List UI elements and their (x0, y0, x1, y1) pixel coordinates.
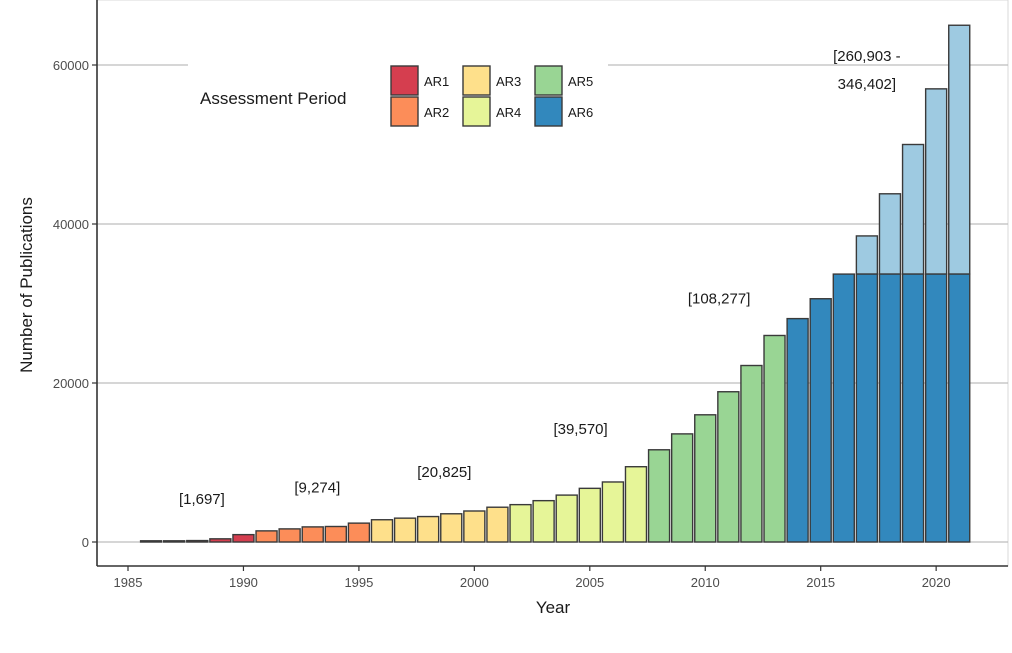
legend-label-ar6: AR6 (568, 105, 593, 120)
bar-2019 (901, 273, 925, 543)
bar-1988 (186, 539, 209, 543)
bar-2013 (763, 334, 786, 543)
annotations-group: [1,697] [9,274] [20,825] [39,570] [108,277] [… (179, 48, 901, 508)
bar-2018 (878, 273, 902, 543)
x-tick-label-1990: 1990 (229, 575, 258, 590)
bar-2009 (670, 433, 694, 543)
axes (96, 0, 1008, 567)
y-tick-label-60000: 60000 (53, 58, 89, 73)
bar-2000 (463, 510, 486, 543)
legend-swatch-ar2 (390, 96, 419, 127)
bar-1987 (162, 540, 186, 543)
bar-2010 (694, 414, 717, 543)
x-axis-title: Year (536, 598, 571, 617)
x-tick-label-2020: 2020 (922, 575, 951, 590)
y-tick-label-0: 0 (82, 535, 89, 550)
legend-swatch-ar1 (390, 65, 419, 96)
annotation-ar5: [108,277] (688, 291, 751, 308)
bar-projection-2019 (901, 143, 925, 275)
bar-2021 (948, 273, 971, 543)
y-ticks: 0 20000 40000 60000 (53, 58, 97, 550)
bar-1986 (139, 540, 163, 543)
annotation-ar4: [39,570] (553, 421, 607, 438)
bar-1999 (440, 513, 463, 543)
bar-2001 (486, 506, 509, 543)
bar-1991 (255, 530, 278, 543)
y-tick-label-40000: 40000 (53, 217, 89, 232)
bar-1997 (393, 517, 417, 543)
bar-1993 (301, 526, 324, 543)
x-tick-label-2000: 2000 (460, 575, 489, 590)
annotation-ar1: [1,697] (179, 491, 225, 508)
legend-label-ar5: AR5 (568, 74, 593, 89)
bar-2002 (509, 503, 532, 543)
x-ticks: 1985 1990 1995 2000 2005 2010 2015 2020 (114, 566, 951, 590)
bar-2006 (601, 481, 625, 543)
annotation-ar6: [260,903 - (833, 48, 901, 65)
legend-swatch-ar3 (462, 65, 491, 96)
annotation-ar3: [20,825] (417, 464, 471, 481)
bar-projection-2017 (855, 235, 879, 275)
x-tick-label-2005: 2005 (575, 575, 604, 590)
bar-2004 (555, 494, 578, 543)
x-tick-label-2010: 2010 (691, 575, 720, 590)
bars-group (139, 24, 971, 543)
bar-1995 (347, 522, 371, 543)
bar-1990 (232, 533, 255, 543)
annotation-ar2: [9,274] (294, 480, 340, 497)
legend-title: Assessment Period (200, 89, 346, 108)
legend-label-ar2: AR2 (424, 105, 449, 120)
legend: Assessment Period AR1 AR2 AR3 AR4 AR5 AR6 (188, 55, 608, 133)
bar-projection-2021 (948, 24, 971, 275)
bar-2017 (855, 273, 879, 543)
bar-2014 (786, 317, 809, 543)
bar-2012 (740, 364, 763, 543)
x-tick-label-2015: 2015 (806, 575, 835, 590)
annotation-ar6-cont: 346,402] (838, 76, 896, 93)
bar-1992 (278, 528, 301, 543)
bar-1998 (416, 515, 440, 543)
bar-2020 (924, 273, 948, 543)
bar-2003 (532, 499, 555, 543)
legend-swatch-ar5 (534, 65, 563, 96)
bar-2005 (578, 487, 601, 543)
y-tick-label-20000: 20000 (53, 376, 89, 391)
bar-projection-2020 (924, 88, 948, 275)
y-axis-title: Number of Publications (17, 197, 36, 373)
bar-2007 (624, 466, 648, 543)
bar-1994 (324, 525, 348, 543)
legend-label-ar4: AR4 (496, 105, 521, 120)
legend-label-ar3: AR3 (496, 74, 521, 89)
bar-1996 (370, 519, 394, 543)
bar-projection-2018 (878, 193, 902, 275)
x-tick-label-1985: 1985 (114, 575, 143, 590)
legend-swatch-ar6 (534, 96, 563, 127)
bar-2015 (809, 298, 832, 543)
bar-1989 (209, 538, 232, 543)
bar-2016 (832, 273, 855, 543)
legend-swatch-ar4 (462, 96, 491, 127)
bar-2008 (647, 449, 671, 543)
legend-label-ar1: AR1 (424, 74, 449, 89)
legend-items: AR1 AR2 AR3 AR4 AR5 AR6 (390, 65, 593, 127)
bar-2011 (717, 391, 740, 543)
x-tick-label-1995: 1995 (344, 575, 373, 590)
